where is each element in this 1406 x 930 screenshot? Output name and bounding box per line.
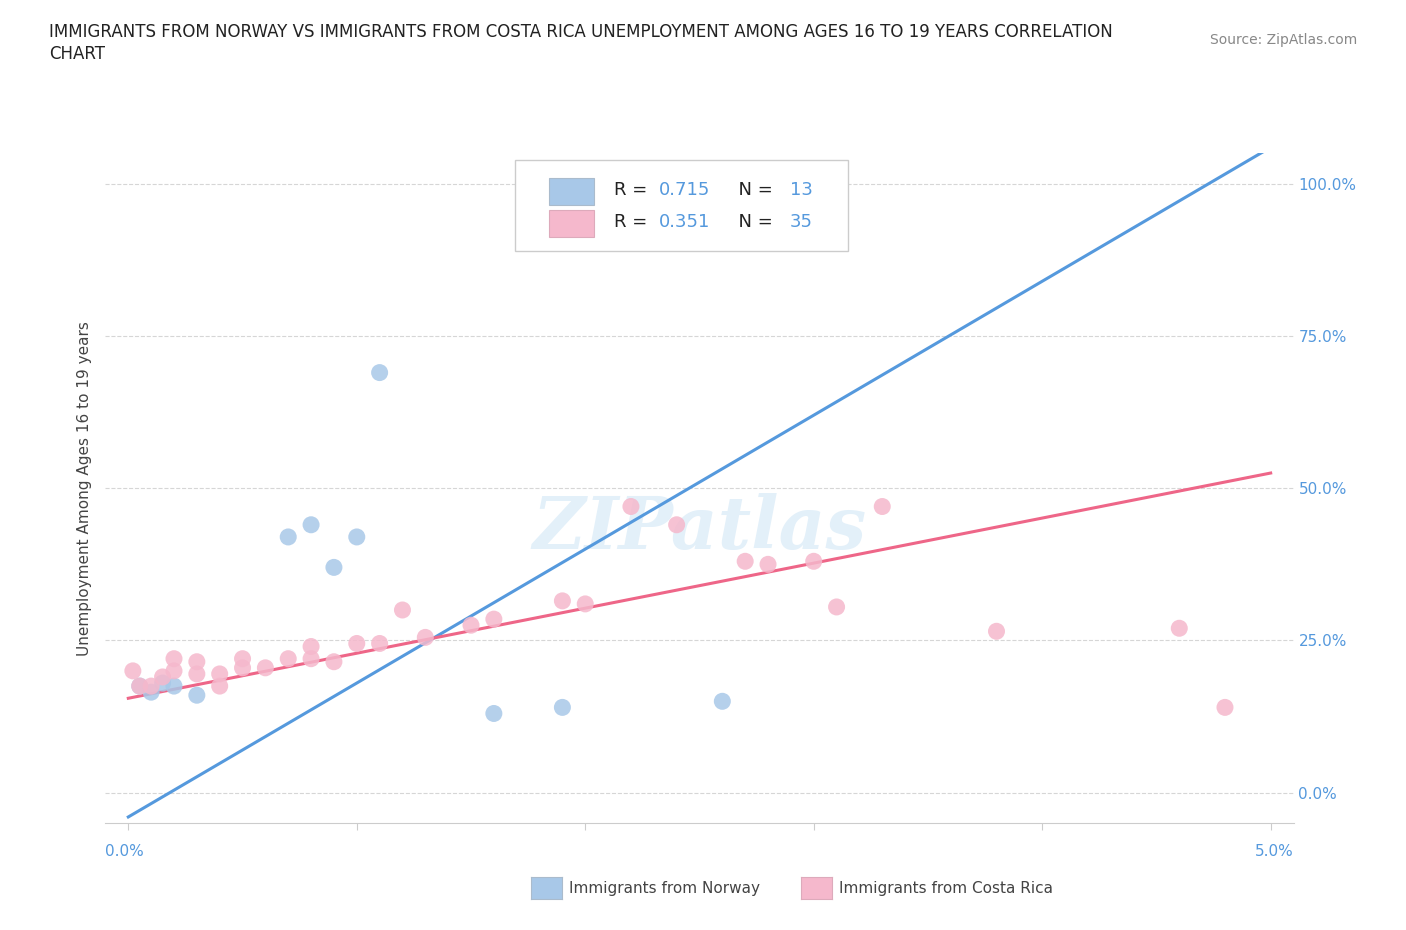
Point [413,630,436,644]
Text: Immigrants from Costa Rica: Immigrants from Costa Rica [839,881,1053,896]
Text: R =: R = [614,181,652,199]
Text: 5.0%: 5.0% [1254,844,1294,858]
Point [574,596,596,611]
Point [482,612,505,627]
Point [756,557,779,572]
Point [186,655,208,670]
Point [665,517,688,532]
Point [551,700,574,715]
Point [825,600,848,615]
Point [128,679,150,694]
Point [551,593,574,608]
Text: 0.0%: 0.0% [105,844,145,858]
Point [208,667,231,682]
Text: Source: ZipAtlas.com: Source: ZipAtlas.com [1209,33,1357,46]
Y-axis label: Unemployment Among Ages 16 to 19 years: Unemployment Among Ages 16 to 19 years [76,321,91,656]
Point [803,554,825,569]
Point [277,529,299,544]
Text: N =: N = [727,181,779,199]
Point [208,679,231,694]
Point [322,655,346,670]
Point [299,639,322,654]
FancyBboxPatch shape [548,210,593,237]
Point [231,660,254,675]
Point [299,651,322,666]
Point [482,706,505,721]
Point [322,560,346,575]
Point [299,517,322,532]
Point [141,684,163,699]
Point [368,365,391,380]
Text: CHART: CHART [49,45,105,62]
Point [231,651,254,666]
Point [163,679,186,694]
Point [391,603,413,618]
Point [254,660,277,675]
FancyBboxPatch shape [516,160,848,250]
Point [1168,621,1191,636]
Point [460,618,482,632]
Text: ZIPatlas: ZIPatlas [533,493,866,564]
Point [346,636,368,651]
Text: Immigrants from Norway: Immigrants from Norway [569,881,761,896]
Text: 13: 13 [790,181,813,199]
Point [141,679,163,694]
Point [122,663,145,678]
Text: N =: N = [727,213,779,232]
Text: IMMIGRANTS FROM NORWAY VS IMMIGRANTS FROM COSTA RICA UNEMPLOYMENT AMONG AGES 16 : IMMIGRANTS FROM NORWAY VS IMMIGRANTS FRO… [49,23,1114,41]
Point [368,636,391,651]
Text: R =: R = [614,213,652,232]
Point [152,675,174,690]
Text: 0.351: 0.351 [659,213,710,232]
Point [620,499,643,514]
Point [163,651,186,666]
Point [277,651,299,666]
Point [711,694,734,709]
FancyBboxPatch shape [548,178,593,205]
Point [152,670,174,684]
Text: 35: 35 [790,213,813,232]
Point [734,554,756,569]
Text: 0.715: 0.715 [659,181,710,199]
Point [186,667,208,682]
Point [128,679,150,694]
Point [163,663,186,678]
Point [870,499,894,514]
Point [1213,700,1236,715]
Point [186,688,208,703]
Point [346,529,368,544]
Point [986,624,1008,639]
